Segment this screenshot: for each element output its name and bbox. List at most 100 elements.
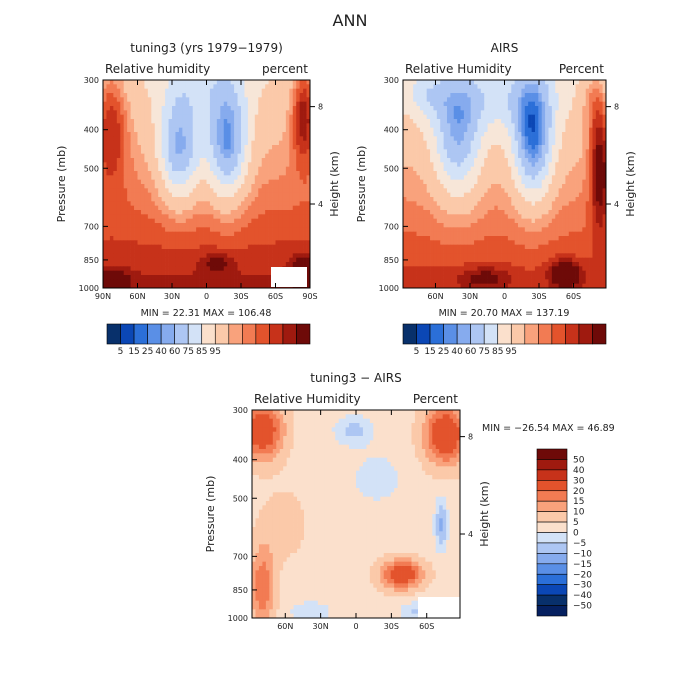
heatmap-cell — [426, 136, 431, 142]
heatmap-cell — [467, 197, 472, 202]
heatmap-cell — [480, 101, 485, 107]
heatmap-cell — [504, 223, 509, 228]
heatmap-cell — [575, 218, 580, 224]
heatmap-cell — [460, 88, 465, 94]
heatmap-cell — [244, 171, 249, 176]
heatmap-cell — [147, 171, 152, 176]
heatmap-cell — [247, 270, 252, 276]
heatmap-cell — [130, 266, 135, 272]
heatmap-cell — [306, 145, 311, 150]
heatmap-cell — [265, 132, 269, 137]
heatmap-cell — [589, 205, 593, 211]
heatmap-cell — [168, 145, 173, 150]
heatmap-cell — [123, 166, 128, 172]
heatmap-cell — [247, 279, 252, 285]
heatmap-cell — [548, 153, 553, 159]
heatmap-cell — [230, 119, 235, 124]
heatmap-cell — [175, 132, 180, 137]
heatmap-cell — [555, 80, 559, 85]
heatmap-cell — [278, 262, 283, 267]
heatmap-cell — [261, 136, 266, 142]
heatmap-cell — [501, 197, 505, 202]
heatmap-cell — [575, 210, 580, 215]
heatmap-cell — [127, 162, 131, 168]
heatmap-cell — [192, 214, 197, 220]
heatmap-cell — [182, 158, 187, 163]
heatmap-cell — [551, 197, 556, 202]
heatmap-cell — [154, 149, 159, 155]
heatmap-cell — [251, 127, 256, 133]
heatmap-cell — [403, 97, 407, 103]
heatmap-cell — [199, 283, 204, 289]
heatmap-cell — [504, 175, 509, 181]
heatmap-cell — [230, 231, 235, 237]
heatmap-cell — [265, 145, 269, 150]
heatmap-cell — [103, 171, 107, 176]
heatmap-cell — [137, 119, 142, 124]
heatmap-cell — [497, 184, 502, 189]
heatmap-cell — [521, 88, 526, 94]
heatmap-cell — [433, 88, 438, 94]
heatmap-cell — [106, 149, 111, 155]
heatmap-cell — [440, 132, 444, 137]
heatmap-cell — [265, 80, 269, 85]
heatmap-cell — [251, 132, 256, 137]
heatmap-cell — [247, 201, 252, 207]
heatmap-cell — [254, 218, 259, 224]
heatmap-cell — [501, 132, 505, 137]
heatmap-cell — [467, 127, 472, 133]
heatmap-cell — [453, 106, 458, 111]
heatmap-cell — [292, 210, 297, 215]
heatmap-cell — [477, 205, 482, 211]
heatmap-cell — [120, 136, 125, 142]
heatmap-cell — [289, 123, 294, 129]
heatmap-cell — [443, 84, 448, 90]
heatmap-cell — [261, 270, 266, 276]
heatmap-cell — [463, 97, 468, 103]
heatmap-cell — [116, 270, 121, 276]
heatmap-cell — [592, 140, 597, 146]
heatmap-cell — [477, 127, 482, 133]
heatmap-cell — [113, 253, 118, 259]
heatmap-cell — [154, 127, 159, 133]
heatmap-cell — [192, 192, 197, 198]
heatmap-cell — [265, 110, 269, 116]
heatmap-cell — [578, 171, 583, 176]
heatmap-cell — [504, 145, 509, 150]
heatmap-cell — [423, 127, 428, 133]
heatmap-cell — [254, 214, 259, 220]
heatmap-cell — [241, 188, 245, 194]
heatmap-cell — [127, 145, 131, 150]
heatmap-cell — [450, 188, 455, 194]
heatmap-cell — [237, 266, 242, 272]
heatmap-cell — [247, 218, 252, 224]
heatmap-cell — [443, 223, 448, 228]
heatmap-cell — [103, 283, 107, 289]
heatmap-cell — [450, 140, 455, 146]
heatmap-cell — [582, 97, 587, 103]
heatmap-cell — [116, 192, 121, 198]
heatmap-cell — [237, 140, 242, 146]
heatmap-cell — [234, 110, 238, 116]
heatmap-cell — [558, 136, 563, 142]
heatmap-cell — [285, 240, 290, 246]
heatmap-cell — [595, 192, 600, 198]
heatmap-cell — [289, 149, 294, 155]
heatmap-cell — [419, 201, 424, 207]
heatmap-cell — [140, 166, 145, 172]
heatmap-cell — [289, 171, 294, 176]
heatmap-cell — [199, 84, 204, 90]
heatmap-cell — [565, 84, 570, 90]
heatmap-cell — [545, 184, 549, 189]
heatmap-cell — [206, 93, 211, 98]
heatmap-cell — [168, 218, 173, 224]
heatmap-cell — [106, 80, 111, 85]
heatmap-cell — [220, 218, 225, 224]
heatmap-cell — [558, 110, 563, 116]
heatmap-cell — [172, 270, 176, 276]
heatmap-cell — [244, 145, 249, 150]
heatmap-cell — [299, 184, 304, 189]
heatmap-cell — [453, 149, 458, 155]
heatmap-cell — [460, 171, 465, 176]
heatmap-cell — [223, 192, 228, 198]
